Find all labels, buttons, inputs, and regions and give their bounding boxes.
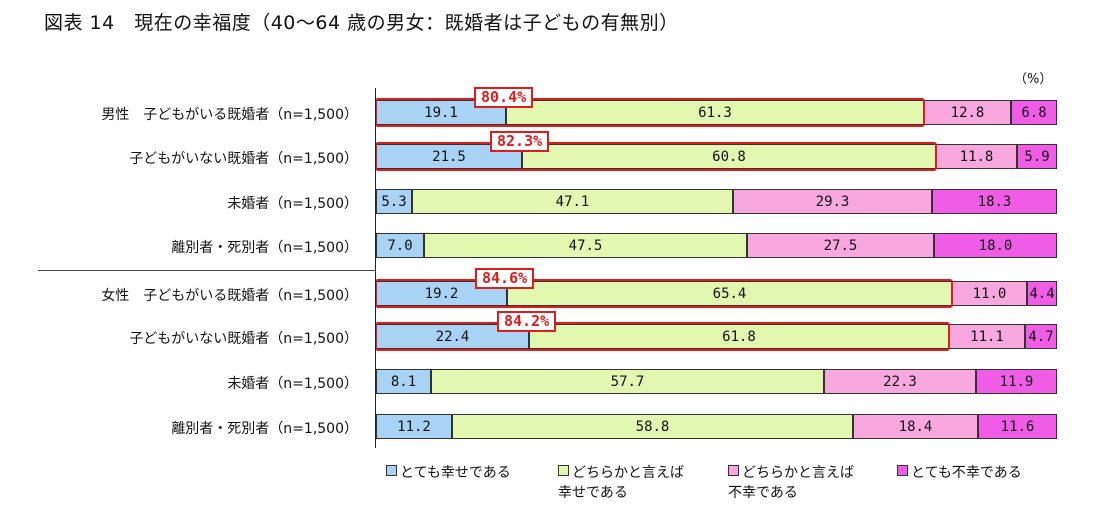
- legend-item: どちらかと言えば不幸である: [728, 463, 854, 503]
- bar-segment: 6.8: [1011, 100, 1057, 125]
- y-axis-line: [375, 88, 376, 448]
- highlight-label: 82.3%: [490, 131, 550, 152]
- bar-segment: 58.8: [452, 414, 853, 439]
- row-label: 未婚者（n=1,500）: [227, 376, 358, 392]
- bar-segment: 57.7: [431, 369, 824, 394]
- legend-label: どちらかと言えば: [572, 465, 684, 481]
- highlight-box: [375, 322, 950, 351]
- bar-segment: 18.4: [853, 414, 978, 439]
- bar-segment: 61.3: [506, 100, 924, 125]
- highlight-box: [375, 98, 925, 127]
- bar-segment: 5.3: [376, 189, 412, 214]
- row-label: 女性 子どもがいる既婚者（n=1,500）: [101, 288, 358, 304]
- legend-swatch: [386, 465, 397, 476]
- bar-segment: 18.3: [932, 189, 1057, 214]
- legend-label-line2: 不幸である: [728, 485, 798, 501]
- bar-segment: 47.1: [412, 189, 733, 214]
- legend-swatch: [558, 465, 569, 476]
- row-label: 離別者・死別者（n=1,500）: [171, 421, 358, 437]
- legend-item: とても不幸である: [897, 463, 1022, 483]
- group-divider: [38, 270, 375, 271]
- bar-segment: 5.9: [1017, 144, 1057, 169]
- bar-segment: 4.7: [1025, 324, 1057, 349]
- row-label: 子どもがいない既婚者（n=1,500）: [129, 151, 358, 167]
- bar-segment: 8.1: [376, 369, 431, 394]
- bar-segment: 11.8: [936, 144, 1017, 169]
- legend-label: とても不幸である: [911, 465, 1022, 481]
- bar-segment: 65.4: [507, 281, 952, 306]
- highlight-box: [375, 279, 953, 308]
- bar-segment: 29.3: [733, 189, 932, 214]
- row-label: 子どもがいない既婚者（n=1,500）: [129, 331, 358, 347]
- highlight-label: 80.4%: [474, 87, 534, 108]
- legend-swatch: [897, 465, 908, 476]
- bar-segment: 11.2: [376, 414, 452, 439]
- highlight-box: [375, 142, 937, 171]
- bar-segment: 18.0: [934, 233, 1057, 258]
- bar-segment: 4.4: [1027, 281, 1057, 306]
- bar-segment: 61.8: [529, 324, 949, 349]
- legend-label-line2: 幸せである: [558, 485, 628, 501]
- bar-segment: 47.5: [424, 233, 747, 258]
- legend-item: とても幸せである: [386, 463, 511, 483]
- bar-segment: 22.4: [376, 324, 529, 349]
- bar-segment: 19.2: [376, 281, 507, 306]
- row-label: 未婚者（n=1,500）: [227, 196, 358, 212]
- legend-item: どちらかと言えば幸せである: [558, 463, 684, 503]
- legend-swatch: [728, 465, 739, 476]
- highlight-label: 84.2%: [497, 311, 557, 332]
- bar-segment: 11.0: [952, 281, 1027, 306]
- highlight-label: 84.6%: [475, 268, 535, 289]
- bar-segment: 12.8: [924, 100, 1011, 125]
- bar-segment: 11.9: [976, 369, 1057, 394]
- bar-segment: 11.6: [978, 414, 1057, 439]
- legend-label: とても幸せである: [400, 465, 511, 481]
- row-label: 離別者・死別者（n=1,500）: [171, 240, 358, 256]
- bar-segment: 7.0: [376, 233, 424, 258]
- chart-title: 図表 14 現在の幸福度（40～64 歳の男女：既婚者は子どもの有無別）: [44, 12, 679, 34]
- bar-segment: 27.5: [747, 233, 934, 258]
- bar-segment: 22.3: [824, 369, 976, 394]
- row-label: 男性 子どもがいる既婚者（n=1,500）: [101, 107, 358, 123]
- bar-segment: 11.1: [949, 324, 1025, 349]
- unit-label: （%）: [1014, 72, 1053, 87]
- bar-segment: 60.8: [522, 144, 936, 169]
- legend-label: どちらかと言えば: [742, 465, 854, 481]
